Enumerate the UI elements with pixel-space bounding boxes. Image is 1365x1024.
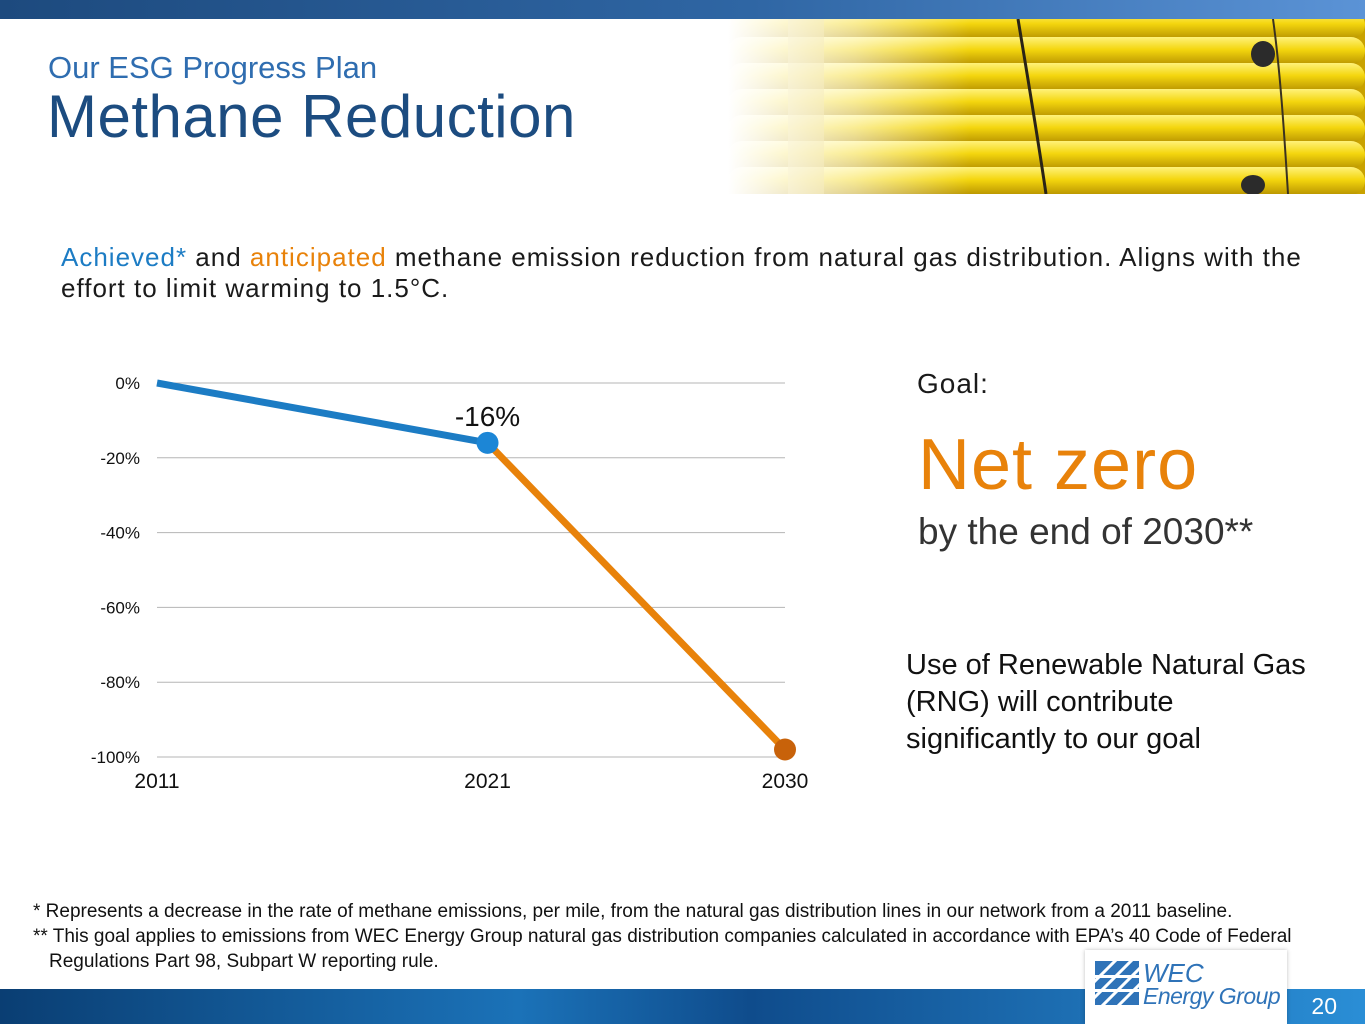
logo-text-wec: WEC [1143, 958, 1204, 988]
rng-note: Use of Renewable Natural Gas (RNG) will … [906, 649, 1306, 755]
y-tick-label: -80% [100, 673, 140, 692]
slide-eyebrow: Our ESG Progress Plan [48, 50, 378, 85]
line-chart-svg: 0% -20% -40% -60% -80% -100% 2011 2021 2030 -16% [91, 374, 809, 793]
data-label: -16% [455, 401, 520, 432]
header-photo-yellow-gas-pipes [728, 19, 1365, 194]
series-line-achieved [156, 379, 489, 447]
footnote-1: * Represents a decrease in the rate of m… [33, 901, 1233, 922]
data-point-marker [476, 431, 499, 454]
wec-logo: WEC Energy Group [1085, 950, 1287, 1024]
goal-label: Goal: [917, 368, 989, 399]
footnote-2: ** This goal applies to emissions from W… [33, 926, 1292, 972]
series-line-anticipated [485, 440, 788, 752]
y-tick-label: -100% [91, 748, 140, 767]
chart-description: Achieved* and anticipated methane emissi… [61, 242, 1341, 304]
pipes-image [728, 19, 1365, 194]
x-tick-label: 2011 [134, 770, 179, 793]
methane-reduction-chart: 0% -20% -40% -60% -80% -100% 2011 2021 2030 -16% [60, 360, 860, 815]
anticipated-term: anticipated [249, 242, 387, 272]
x-tick-label: 2030 [762, 770, 809, 793]
slide-title: Methane Reduction [47, 83, 576, 150]
goal-timeline: by the end of 2030** [918, 511, 1254, 552]
data-point-marker [774, 738, 796, 761]
logo-text-energy-group: Energy Group [1143, 983, 1281, 1009]
wec-logo-mark-icon [1095, 961, 1139, 1005]
subtitle-rest: methane emission reduction from natural … [61, 242, 1302, 303]
y-tick-label: -20% [100, 449, 140, 468]
y-tick-label: 0% [115, 374, 140, 393]
footnotes: * Represents a decrease in the rate of m… [33, 899, 1358, 974]
goal-headline: Net zero [918, 425, 1199, 505]
subtitle-and: and [187, 242, 250, 272]
y-tick-label: -60% [100, 598, 140, 617]
y-tick-label: -40% [100, 524, 140, 543]
page-number: 20 [1311, 993, 1337, 1019]
top-accent-bar [0, 0, 1365, 19]
achieved-term: Achieved* [61, 242, 188, 272]
x-tick-label: 2021 [464, 770, 511, 793]
